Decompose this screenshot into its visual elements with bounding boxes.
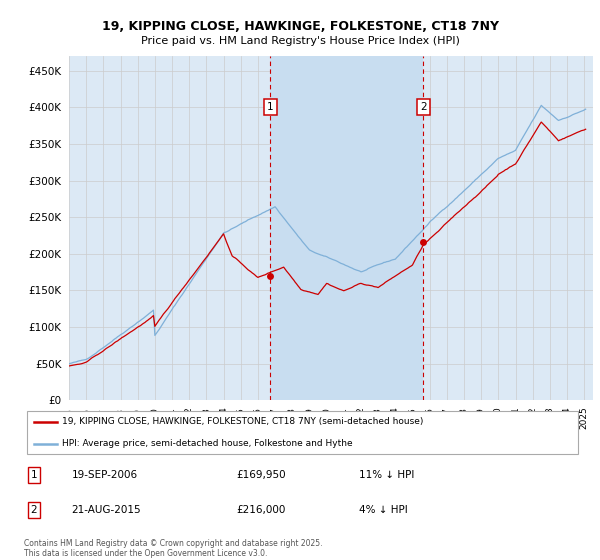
FancyBboxPatch shape	[27, 410, 578, 455]
Text: 19, KIPPING CLOSE, HAWKINGE, FOLKESTONE, CT18 7NY: 19, KIPPING CLOSE, HAWKINGE, FOLKESTONE,…	[101, 20, 499, 32]
Text: Price paid vs. HM Land Registry's House Price Index (HPI): Price paid vs. HM Land Registry's House …	[140, 36, 460, 46]
Text: 19, KIPPING CLOSE, HAWKINGE, FOLKESTONE, CT18 7NY (semi-detached house): 19, KIPPING CLOSE, HAWKINGE, FOLKESTONE,…	[62, 417, 424, 426]
Text: £169,950: £169,950	[236, 470, 286, 479]
Text: 19-SEP-2006: 19-SEP-2006	[71, 470, 137, 479]
Text: 4% ↓ HPI: 4% ↓ HPI	[359, 505, 407, 515]
Text: HPI: Average price, semi-detached house, Folkestone and Hythe: HPI: Average price, semi-detached house,…	[62, 439, 353, 448]
Text: 1: 1	[267, 102, 274, 113]
Bar	[270, 56, 424, 400]
Text: £216,000: £216,000	[236, 505, 286, 515]
Text: 11% ↓ HPI: 11% ↓ HPI	[359, 470, 414, 479]
Text: 2: 2	[420, 102, 427, 113]
Text: 21-AUG-2015: 21-AUG-2015	[71, 505, 141, 515]
Text: Contains HM Land Registry data © Crown copyright and database right 2025.
This d: Contains HM Land Registry data © Crown c…	[24, 539, 323, 558]
Text: 1: 1	[31, 470, 37, 479]
Text: 2: 2	[31, 505, 37, 515]
